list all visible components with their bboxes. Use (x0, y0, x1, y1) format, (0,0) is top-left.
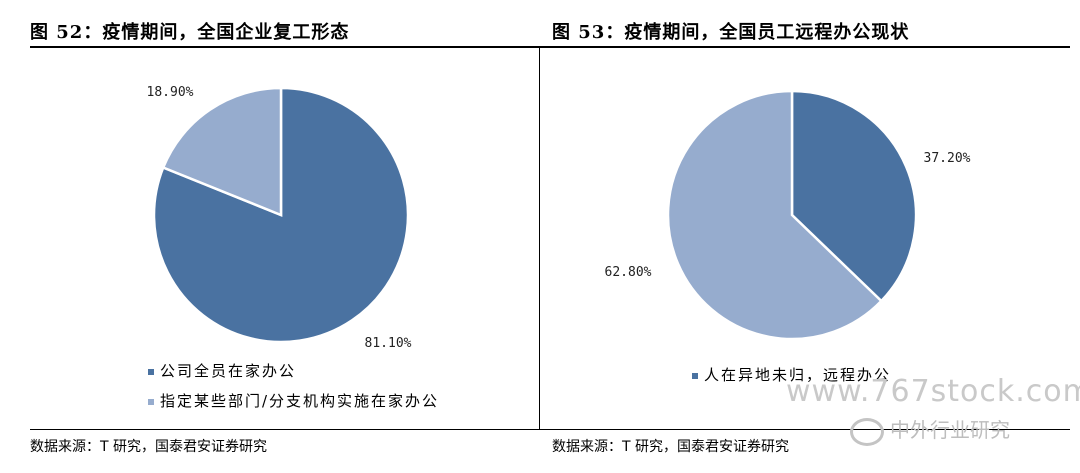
title-rule-right (540, 46, 1070, 48)
legend-swatch (148, 398, 154, 405)
legend-swatch (148, 368, 154, 375)
pie-value-label-0-1: 18.90% (147, 85, 194, 100)
legend-swatch (692, 372, 698, 379)
title-rule-left (30, 46, 539, 48)
watermark-brand-text: 中外行业研究 (890, 418, 1010, 442)
legend-label: 指定某些部门/分支机构实施在家办公 (160, 392, 440, 410)
pie-value-label-0-0: 81.10% (365, 336, 412, 351)
legend-item-left-0: 公司全员在家办公 (148, 360, 296, 381)
source-rule-right (540, 429, 1070, 430)
chart-title-right: 图 53：疫情期间，全国员工远程办公现状 (552, 22, 910, 43)
pie-value-label-1-0: 37.20% (924, 151, 971, 166)
pie-slice-0-0 (152, 86, 410, 344)
source-rule-left (30, 429, 539, 430)
source-note-right: 数据来源：T 研究，国泰君安证券研究 (552, 439, 790, 455)
pie-slice-1-1 (666, 89, 884, 341)
legend-item-left-1: 指定某些部门/分支机构实施在家办公 (148, 390, 439, 411)
pie-slice-1-0 (790, 89, 918, 303)
watermark-url: www.767stock.com (786, 374, 1080, 409)
legend-label: 人在异地未归，远程办公 (704, 366, 892, 384)
panel-divider (539, 46, 540, 430)
pie-chart-right: 37.20% 62.80% (605, 89, 971, 341)
pie-chart-left: 81.10% 18.90% (147, 85, 412, 351)
legend-item-right-0: 人在异地未归，远程办公 (692, 364, 891, 385)
chart-title-left: 图 52：疫情期间，全国企业复工形态 (30, 22, 350, 43)
legend-label: 公司全员在家办公 (160, 362, 297, 380)
pie-value-label-1-1: 62.80% (605, 265, 652, 280)
watermark-brand: 中外行业研究 (850, 414, 1010, 446)
source-note-left: 数据来源：T 研究，国泰君安证券研究 (30, 439, 268, 455)
pie-slice-0-1 (161, 86, 283, 217)
wechat-icon (850, 417, 884, 446)
